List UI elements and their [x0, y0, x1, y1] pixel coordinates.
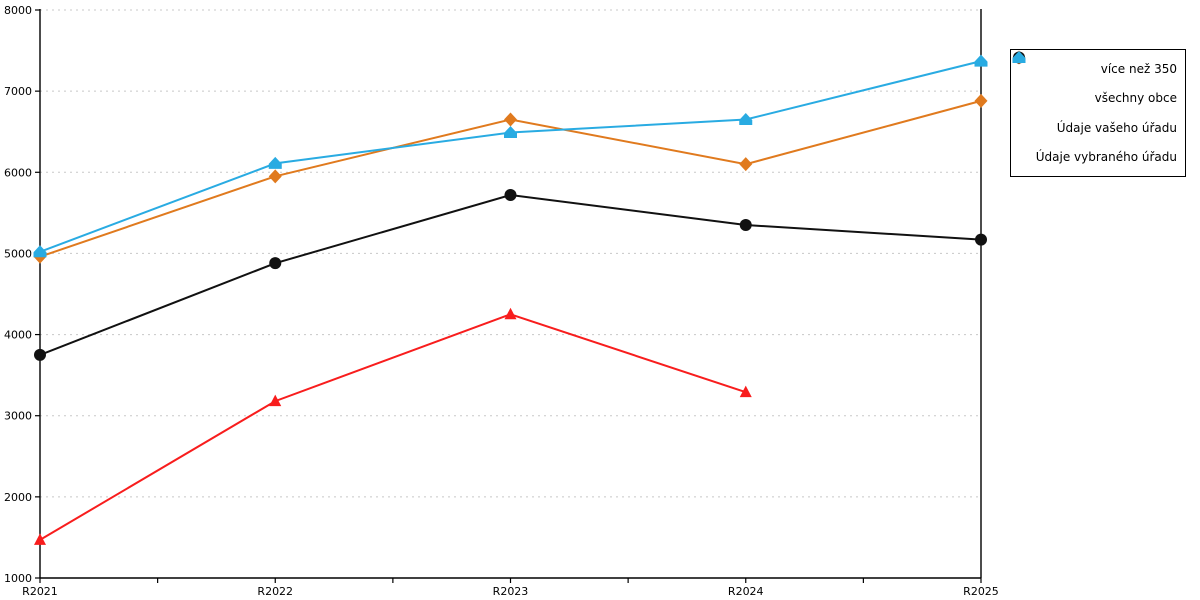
house-marker-icon: [1012, 51, 1026, 63]
legend: více než 350 všechny obce Údaje vašeho ú…: [1010, 49, 1186, 177]
legend-label: Údaje vašeho úřadu: [1056, 120, 1177, 135]
legend-item-udaje-vybraneho-uradu: Údaje vybraného úřadu: [1012, 51, 1177, 165]
svg-text:R2023: R2023: [493, 585, 529, 598]
legend-item-vsechny-obce: všechny obce: [1013, 51, 1177, 106]
svg-text:8000: 8000: [4, 4, 32, 17]
legend-label: více než 350: [1100, 61, 1177, 76]
svg-text:7000: 7000: [4, 85, 32, 98]
svg-text:R2024: R2024: [728, 585, 764, 598]
svg-text:R2022: R2022: [257, 585, 293, 598]
svg-text:6000: 6000: [4, 166, 32, 179]
svg-text:R2021: R2021: [22, 585, 58, 598]
legend-label: Údaje vybraného úřadu: [1035, 150, 1177, 165]
svg-text:5000: 5000: [4, 247, 32, 260]
legend-item-udaje-vaseho-uradu: Údaje vašeho úřadu: [1013, 51, 1177, 135]
svg-text:2000: 2000: [4, 491, 32, 504]
svg-text:1000: 1000: [4, 572, 32, 585]
legend-item-vice-nez-350: více než 350: [1012, 50, 1177, 76]
svg-text:R2025: R2025: [963, 585, 999, 598]
svg-text:3000: 3000: [4, 410, 32, 423]
legend-label: všechny obce: [1094, 91, 1177, 106]
svg-text:4000: 4000: [4, 329, 32, 342]
